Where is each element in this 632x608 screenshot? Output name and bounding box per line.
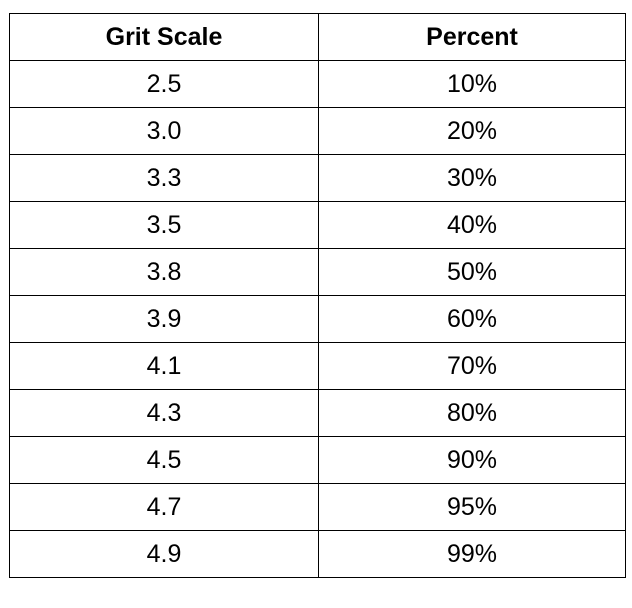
cell-percent: 30% [318, 154, 626, 202]
table-row: 4.1 70% [9, 342, 626, 390]
table-row: 3.3 30% [9, 154, 626, 202]
header-percent: Percent [318, 13, 626, 61]
cell-grit-scale: 3.5 [9, 201, 319, 249]
cell-percent: 99% [318, 530, 626, 578]
cell-percent: 95% [318, 483, 626, 531]
cell-grit-scale: 4.9 [9, 530, 319, 578]
cell-grit-scale: 3.8 [9, 248, 319, 296]
table-body: 2.5 10% 3.0 20% 3.3 30% 3.5 40% 3.8 50% 3.9 60% 4.1 7… [9, 60, 626, 578]
cell-percent: 50% [318, 248, 626, 296]
cell-grit-scale: 2.5 [9, 60, 319, 108]
table-row: 4.5 90% [9, 436, 626, 484]
table-row: 3.8 50% [9, 248, 626, 296]
cell-grit-scale: 3.0 [9, 107, 319, 155]
table-row: 3.0 20% [9, 107, 626, 155]
table-row: 4.3 80% [9, 389, 626, 437]
table-row: 4.7 95% [9, 483, 626, 531]
cell-grit-scale: 4.5 [9, 436, 319, 484]
cell-percent: 70% [318, 342, 626, 390]
cell-grit-scale: 4.1 [9, 342, 319, 390]
cell-percent: 40% [318, 201, 626, 249]
table-header-row: Grit Scale Percent [9, 13, 626, 61]
cell-grit-scale: 3.3 [9, 154, 319, 202]
cell-percent: 10% [318, 60, 626, 108]
cell-grit-scale: 4.3 [9, 389, 319, 437]
table-row: 3.5 40% [9, 201, 626, 249]
table-row: 3.9 60% [9, 295, 626, 343]
table-row: 4.9 99% [9, 530, 626, 578]
cell-percent: 60% [318, 295, 626, 343]
cell-grit-scale: 4.7 [9, 483, 319, 531]
cell-percent: 90% [318, 436, 626, 484]
cell-grit-scale: 3.9 [9, 295, 319, 343]
cell-percent: 80% [318, 389, 626, 437]
cell-percent: 20% [318, 107, 626, 155]
table-row: 2.5 10% [9, 60, 626, 108]
header-grit-scale: Grit Scale [9, 13, 319, 61]
grit-scale-table: Grit Scale Percent 2.5 10% 3.0 20% 3.3 30% 3.5… [9, 13, 626, 578]
